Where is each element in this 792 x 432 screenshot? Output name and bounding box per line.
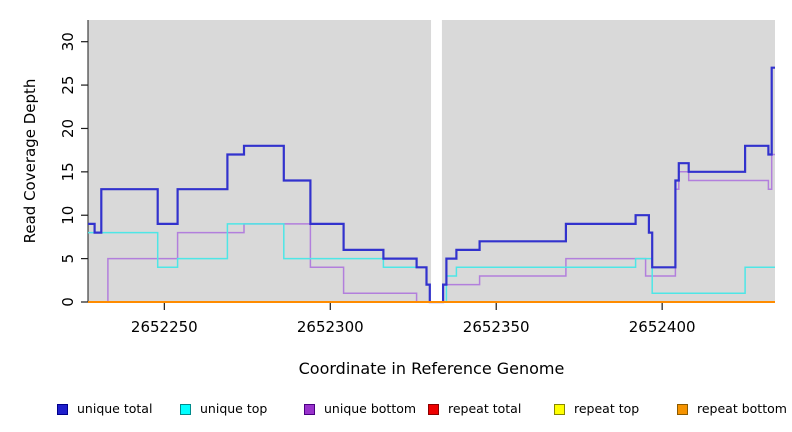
y-tick-label: 5	[59, 254, 77, 264]
y-tick-label: 25	[59, 76, 77, 95]
x-tick-label: 2652250	[131, 318, 198, 336]
y-tick-label: 20	[59, 119, 77, 138]
x-tick-label: 2652400	[629, 318, 696, 336]
y-tick-label: 15	[59, 162, 77, 181]
series-line-unique-bottom	[88, 153, 775, 303]
y-axis-title: Read Coverage Depth	[21, 78, 39, 244]
coverage-gap-band	[431, 20, 442, 302]
y-tick-label: 30	[59, 32, 77, 51]
x-axis-title: Coordinate in Reference Genome	[298, 359, 565, 378]
y-tick-label: 0	[59, 297, 77, 307]
x-tick-label: 2652350	[463, 318, 530, 336]
series-line-unique-total	[88, 66, 775, 304]
x-tick-label: 2652300	[297, 318, 364, 336]
y-tick-label: 10	[59, 206, 77, 225]
